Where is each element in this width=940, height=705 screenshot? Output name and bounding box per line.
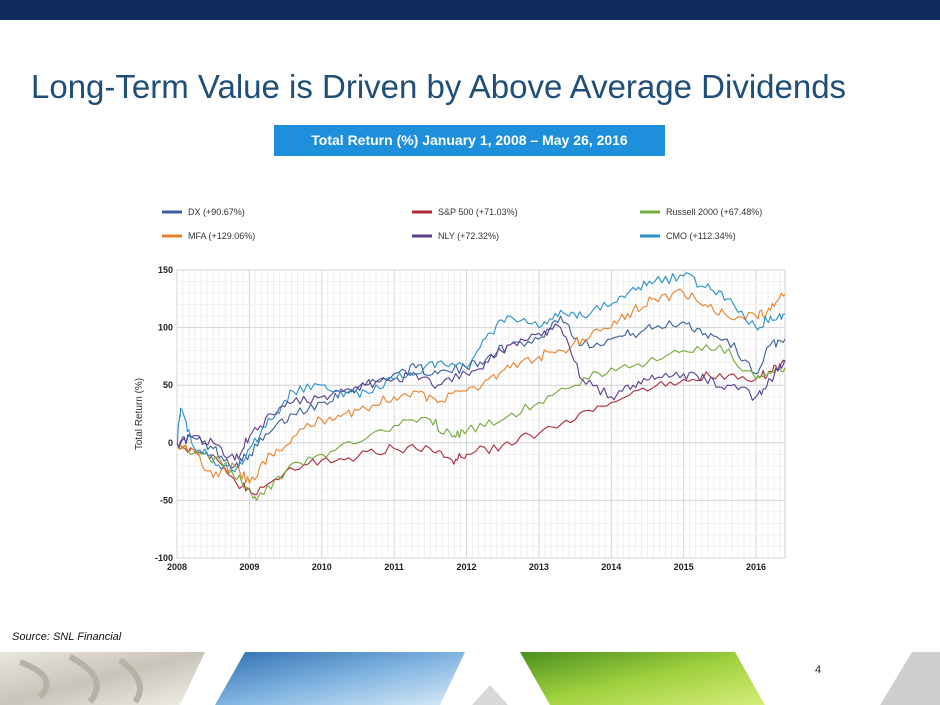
series-line (176, 272, 786, 473)
y-tick-label: 150 (158, 265, 173, 275)
legend-label: DX (+90.67%) (188, 207, 245, 217)
y-axis-label: Total Return (%) (134, 378, 145, 450)
sky-image (215, 652, 465, 705)
y-tick-label: 0 (168, 438, 173, 448)
y-tick-label: 100 (158, 323, 173, 333)
x-tick-label: 2014 (601, 562, 621, 572)
legend-label: NLY (+72.32%) (438, 231, 499, 241)
x-tick-label: 2009 (239, 562, 259, 572)
x-tick-label: 2010 (312, 562, 332, 572)
y-tick-label: 50 (163, 380, 173, 390)
chart-subtitle-banner: Total Return (%) January 1, 2008 – May 2… (274, 125, 665, 156)
legend-label: S&P 500 (+71.03%) (438, 207, 518, 217)
series-line (176, 323, 786, 461)
grey-slant-shape (880, 652, 940, 705)
page-number: 4 (815, 664, 822, 676)
series-line (176, 315, 786, 469)
series-line (176, 288, 786, 484)
y-tick-label: -100 (155, 553, 173, 563)
slide-title: Long-Term Value is Driven by Above Avera… (31, 68, 847, 105)
x-tick-label: 2008 (167, 562, 187, 572)
legend-label: Russell 2000 (+67.48%) (666, 207, 762, 217)
x-tick-label: 2012 (457, 562, 477, 572)
x-tick-label: 2013 (529, 562, 549, 572)
footer-image-strip (0, 652, 940, 705)
series-line (176, 344, 786, 501)
x-tick-label: 2011 (384, 562, 404, 572)
source-note: Source: SNL Financial (12, 631, 122, 643)
legend-label: CMO (+112.34%) (666, 231, 736, 241)
grey-triangle-shape (472, 685, 508, 705)
top-bar (0, 0, 940, 20)
legend-label: MFA (+129.06%) (188, 231, 255, 241)
rope-image (0, 652, 205, 705)
x-tick-label: 2015 (674, 562, 694, 572)
leaf-image (520, 652, 765, 705)
x-tick-label: 2016 (746, 562, 766, 572)
y-tick-label: -50 (160, 495, 173, 505)
